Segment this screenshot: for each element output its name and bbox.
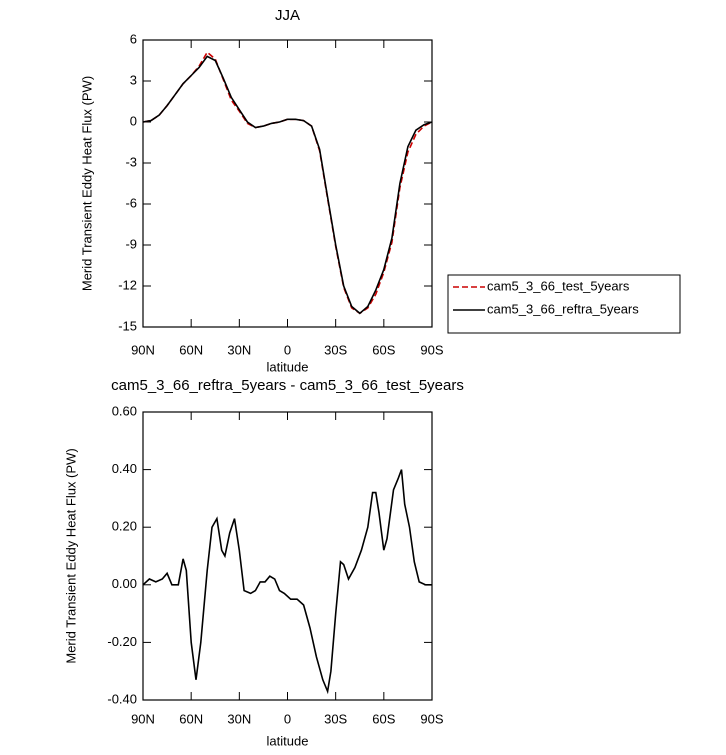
y-tick-label: -15 bbox=[118, 318, 137, 333]
y-tick-label: 0.40 bbox=[112, 461, 137, 476]
x-axis-label: latitude bbox=[267, 733, 309, 748]
series-line bbox=[142, 55, 433, 315]
y-axis-label: Merid Transient Eddy Heat Flux (PW) bbox=[63, 448, 78, 663]
plot-frame bbox=[142, 411, 433, 701]
y-tick-label: 0.60 bbox=[112, 403, 137, 418]
x-tick-label: 90S bbox=[420, 342, 443, 357]
series-line bbox=[142, 51, 433, 315]
y-tick-label: -0.20 bbox=[107, 634, 137, 649]
y-tick-label: -12 bbox=[118, 277, 137, 292]
y-tick-label: 6 bbox=[130, 31, 137, 46]
chart-title: JJA bbox=[275, 7, 300, 24]
y-tick-label: 3 bbox=[130, 72, 137, 87]
x-tick-label: 30N bbox=[227, 711, 251, 726]
x-tick-label: 60S bbox=[372, 711, 395, 726]
y-tick-label: 0 bbox=[130, 113, 137, 128]
series-line bbox=[142, 469, 432, 695]
legend-label: cam5_3_66_reftra_5years bbox=[487, 301, 639, 316]
y-tick-label: 0.00 bbox=[112, 576, 137, 591]
y-tick-label: -9 bbox=[125, 236, 137, 251]
x-tick-label: 60N bbox=[179, 342, 203, 357]
y-axis-label: Merid Transient Eddy Heat Flux (PW) bbox=[79, 76, 94, 291]
x-tick-label: 0 bbox=[284, 342, 291, 357]
y-tick-label: -6 bbox=[125, 195, 137, 210]
y-tick-label: 0.20 bbox=[112, 519, 137, 534]
x-tick-label: 90N bbox=[131, 342, 155, 357]
x-tick-label: 30S bbox=[324, 711, 347, 726]
chart-title: cam5_3_66_reftra_5years - cam5_3_66_test… bbox=[111, 377, 464, 394]
x-tick-label: 60N bbox=[179, 711, 203, 726]
plot-frame bbox=[142, 39, 433, 328]
x-tick-label: 30S bbox=[324, 342, 347, 357]
y-tick-label: -0.40 bbox=[107, 691, 137, 706]
x-tick-label: 0 bbox=[284, 711, 291, 726]
x-tick-label: 90S bbox=[420, 711, 443, 726]
x-tick-label: 30N bbox=[227, 342, 251, 357]
x-tick-label: 90N bbox=[131, 711, 155, 726]
legend-label: cam5_3_66_test_5years bbox=[487, 278, 630, 293]
legend-box bbox=[447, 274, 681, 334]
x-axis-label: latitude bbox=[267, 359, 309, 374]
x-tick-label: 60S bbox=[372, 342, 395, 357]
y-tick-label: -3 bbox=[125, 154, 137, 169]
